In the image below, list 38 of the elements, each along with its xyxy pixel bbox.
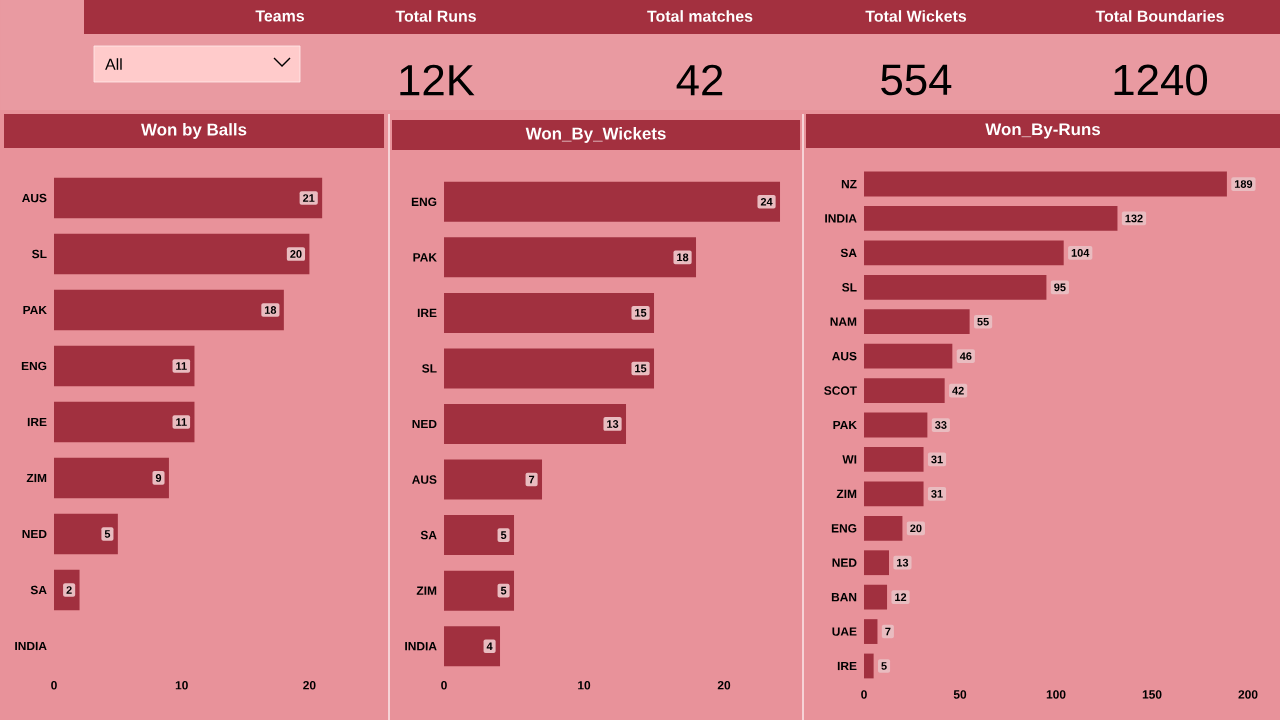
chart-title: Won_By-Runs [985,123,1101,139]
text: 12K [400,64,475,96]
bar [54,233,310,275]
bar [864,206,1118,231]
bar [864,240,1064,266]
bar [864,447,924,472]
chart-title: Won_By_Wickets [525,127,666,143]
bar [864,584,888,610]
bar [864,550,889,576]
bar [444,292,655,333]
text: 554 [881,64,952,96]
bar [864,343,953,369]
bar [444,403,627,444]
text: 1240 [1114,64,1208,96]
bar [864,378,945,403]
bar [54,345,195,387]
bar [864,481,924,507]
bar [864,619,878,644]
bar [54,457,169,499]
bar [864,274,1047,300]
bar [864,171,1227,197]
bar [444,515,515,556]
bar [54,289,284,331]
bar [864,653,874,679]
bar [54,401,195,443]
bar [444,348,655,389]
bar [444,237,697,278]
bar [864,412,928,438]
bar [864,515,903,541]
chart-title: Won by Balls [141,123,247,139]
bar [444,626,501,667]
bar [444,181,781,222]
bar [444,570,515,611]
bar [54,513,118,555]
text: 42 [676,64,723,96]
bar [444,459,543,500]
bar [54,177,323,219]
bar [864,309,970,335]
